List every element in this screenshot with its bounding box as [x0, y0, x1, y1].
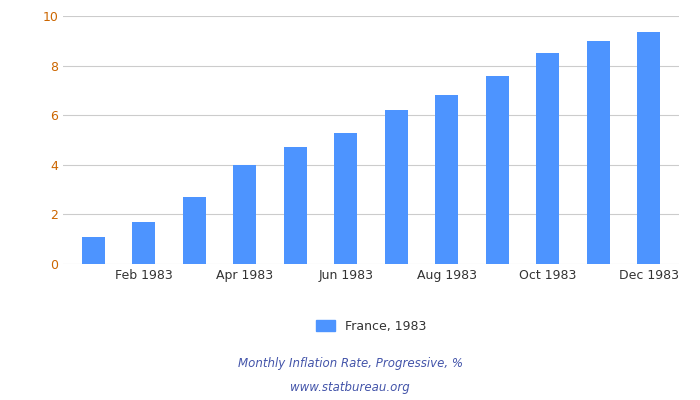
- Bar: [486, 76, 509, 264]
- Text: www.statbureau.org: www.statbureau.org: [290, 382, 410, 394]
- Bar: [435, 95, 458, 264]
- Bar: [233, 165, 256, 264]
- Bar: [335, 132, 357, 264]
- Bar: [637, 32, 660, 264]
- Bar: [587, 41, 610, 264]
- Bar: [284, 148, 307, 264]
- Text: Monthly Inflation Rate, Progressive, %: Monthly Inflation Rate, Progressive, %: [237, 358, 463, 370]
- Bar: [82, 237, 105, 264]
- Legend: France, 1983: France, 1983: [311, 315, 431, 338]
- Bar: [183, 197, 206, 264]
- Bar: [385, 110, 407, 264]
- Bar: [132, 222, 155, 264]
- Bar: [536, 53, 559, 264]
